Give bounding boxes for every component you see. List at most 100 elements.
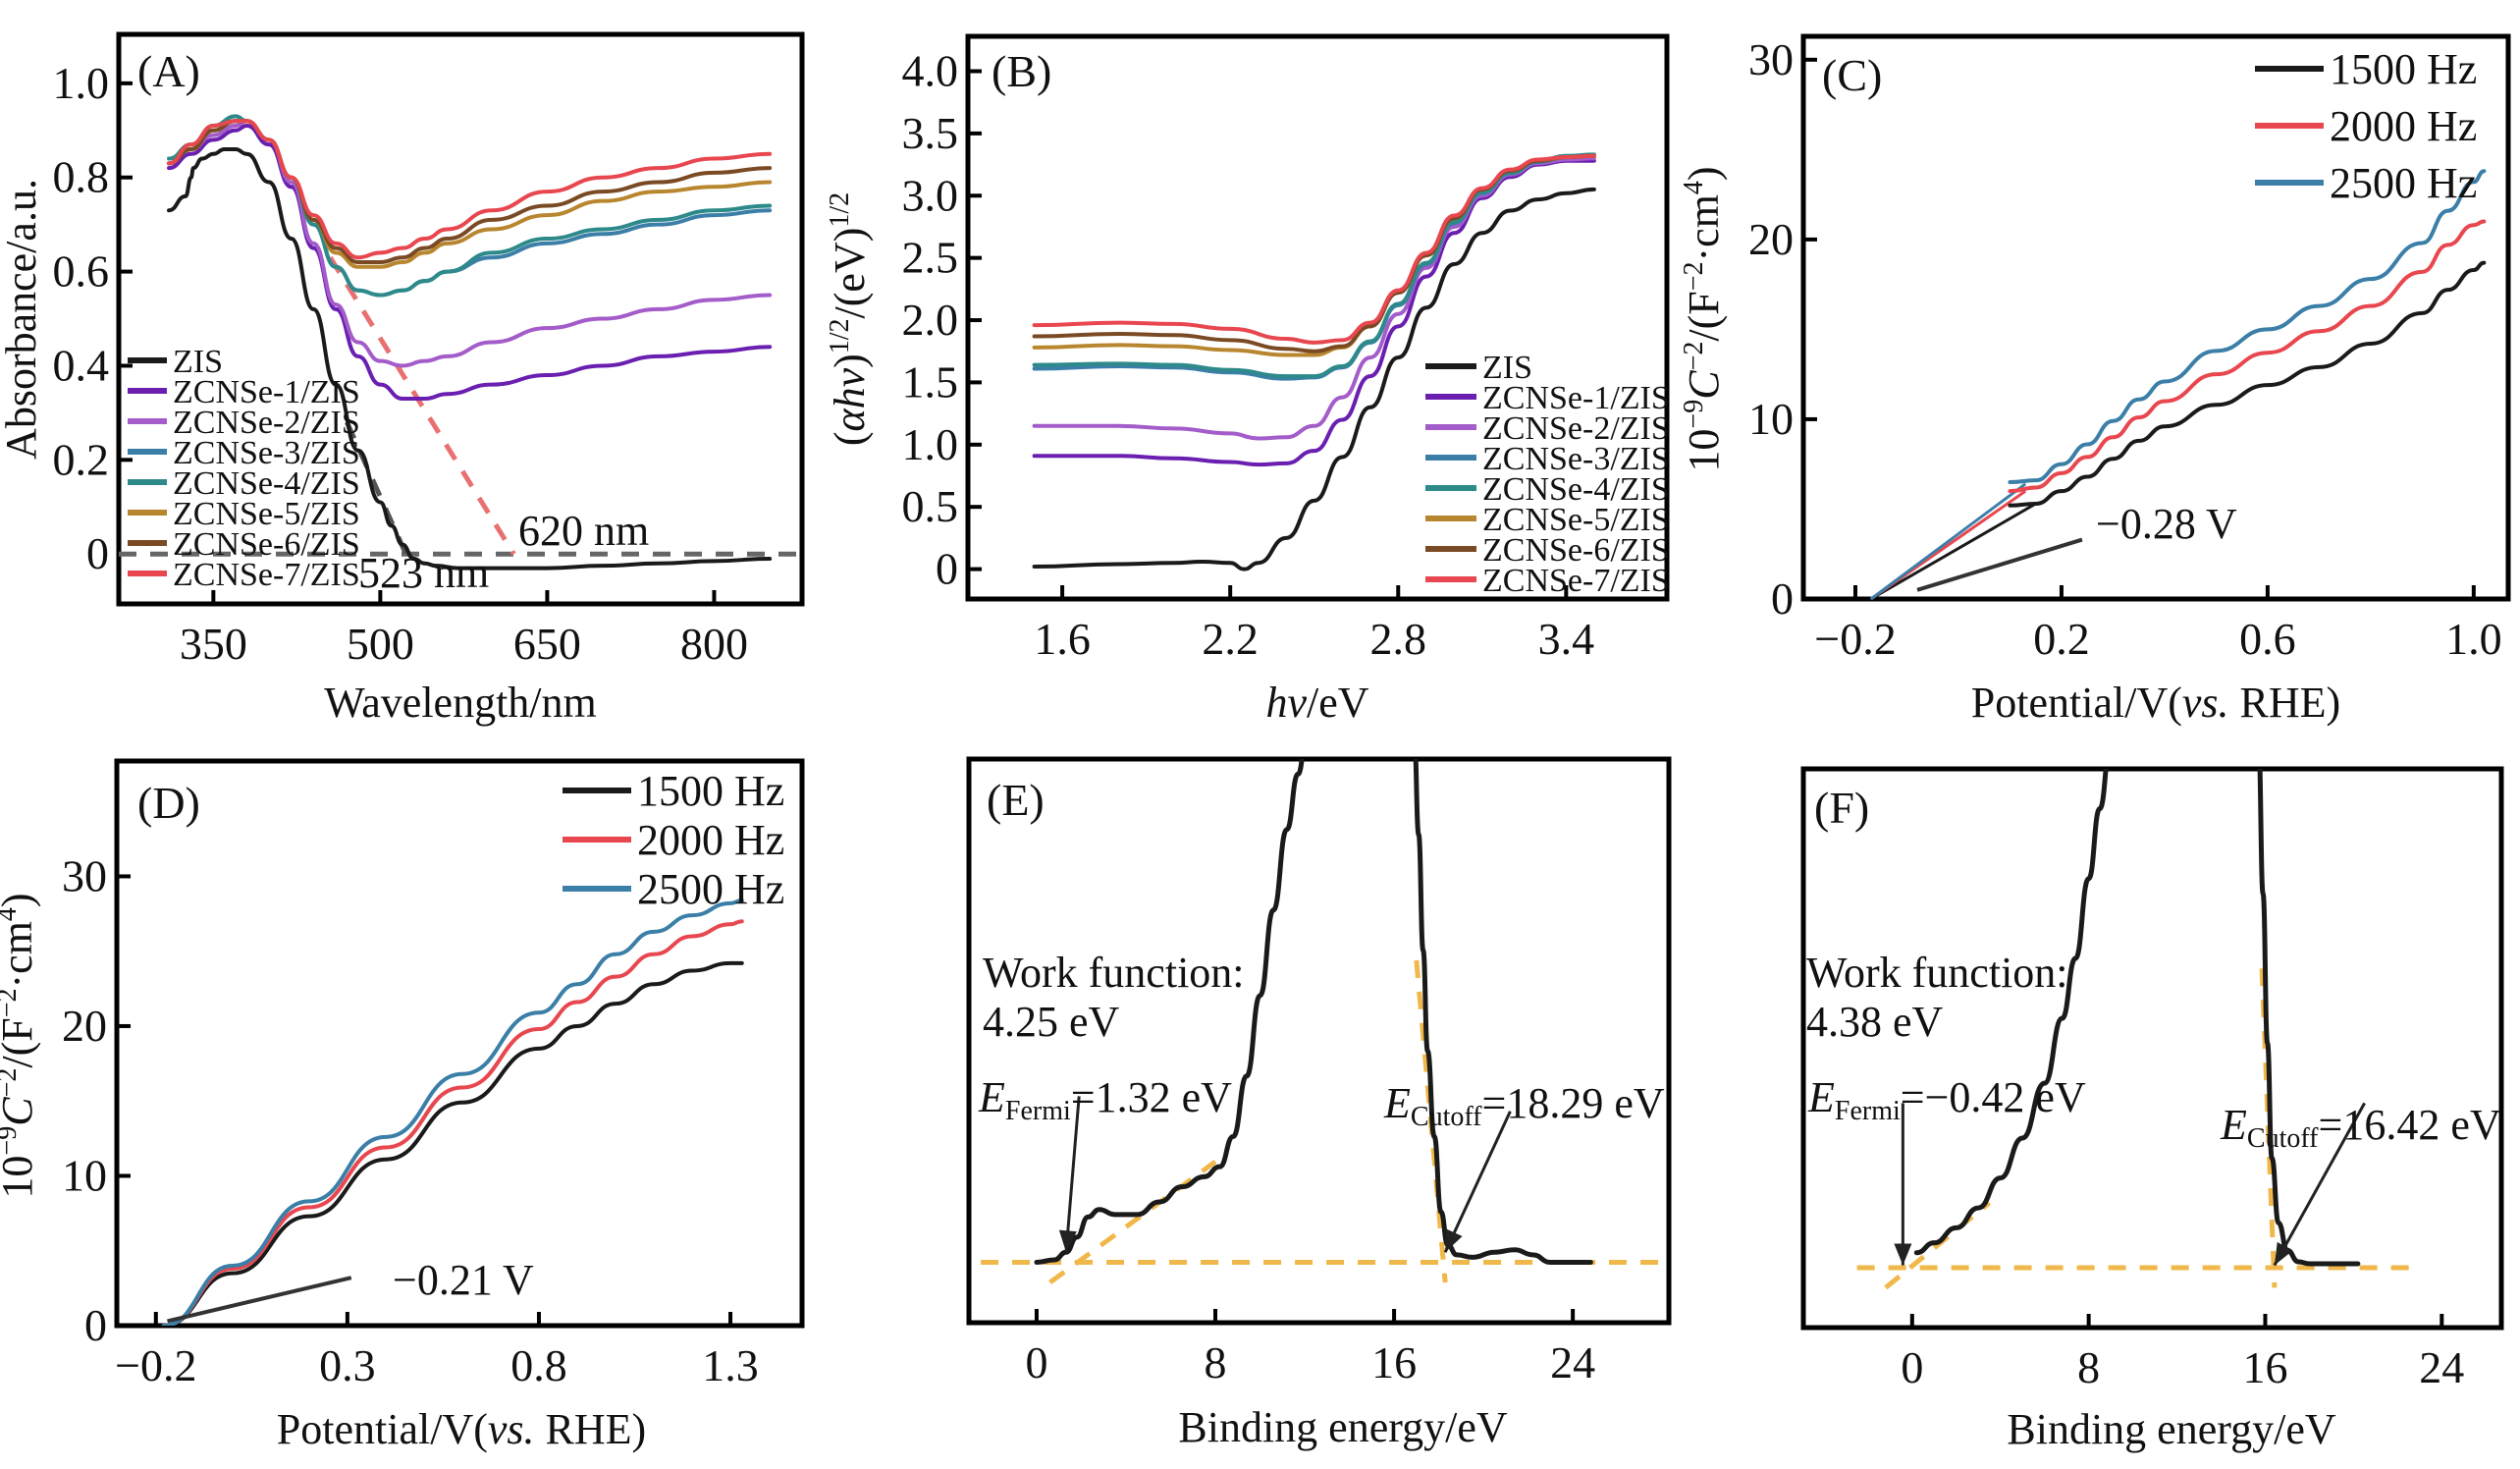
panel-c-ylabel-sup1: −9 bbox=[1679, 400, 1709, 429]
panel-f-series-0 bbox=[1913, 769, 2109, 1256]
panel-d-legend-label: 1500 Hz bbox=[637, 767, 784, 815]
panel-c-pointer-line bbox=[1916, 537, 2083, 592]
panel-f-fermi-tangent-line bbox=[1884, 1201, 1992, 1290]
panel-c-ytick-label: 10 bbox=[1748, 394, 1794, 444]
panel-d-xlabel-part2: RHE) bbox=[535, 1405, 647, 1453]
panel-b-legend-label: ZCNSe-6/ZIS bbox=[1482, 532, 1670, 569]
panel-a-series-1 bbox=[167, 123, 773, 402]
panel-c-ylabel-sup3: −2 bbox=[1679, 261, 1709, 291]
panel-c-legend-label: 1500 Hz bbox=[2330, 45, 2477, 93]
panel-f-arrowhead-1 bbox=[2274, 1241, 2293, 1266]
panel-a-annotation-620nm: 620 nm bbox=[518, 507, 649, 555]
panel-c-xtick-label: 1.0 bbox=[2445, 614, 2502, 664]
panel-a-legend-label: ZIS bbox=[173, 344, 223, 380]
panel-b-series-5 bbox=[1032, 153, 1596, 357]
panel-b-legend-label: ZCNSe-2/ZIS bbox=[1482, 410, 1670, 447]
panel-d-ylabel: 10−9C−2/(F−2·cm4) bbox=[0, 893, 41, 1198]
panel-d-pointer-line bbox=[167, 1276, 352, 1324]
panel-f-fermi-annotation: EFermi=−0.42 eV bbox=[1807, 1073, 2086, 1126]
panel-e-xlabel: Binding energy/eV bbox=[1178, 1403, 1507, 1451]
panel-d-xtick-label: 0.8 bbox=[510, 1340, 567, 1390]
panel-b-ylabel-sup2: 1/2 bbox=[825, 192, 855, 228]
panel-e-fermi-annotation: EFermi=1.32 eV bbox=[978, 1073, 1232, 1126]
panel-b-xtick-label: 2.2 bbox=[1202, 614, 1259, 664]
panel-b-ticks: 1.6 2.2 2.8 3.4 0 0.5 1.0 1.5 2.0 2.5 3.0 3.5 4.0 bbox=[902, 45, 1595, 664]
panel-f-cutoff-value: =16.42 eV bbox=[2319, 1101, 2501, 1149]
panel-c-xtick-label: 0.2 bbox=[2033, 614, 2090, 664]
panel-c-label: (C) bbox=[1822, 50, 1882, 100]
panel-a-series-5 bbox=[167, 119, 773, 269]
panel-c-ticks: −0.2 0.2 0.6 1.0 0 10 20 30 bbox=[1748, 34, 2502, 664]
panel-b-legend-label: ZCNSe-1/ZIS bbox=[1482, 380, 1670, 416]
panel-c-legend: 1500 Hz 2000 Hz 2500 Hz bbox=[2255, 45, 2477, 207]
panel-f-xtick-label: 0 bbox=[1901, 1342, 1923, 1392]
panel-f-fermi-sub: Fermi bbox=[1835, 1096, 1901, 1126]
panel-d-xlabel-italic: vs. bbox=[488, 1405, 535, 1453]
panel-c-legend-label: 2500 Hz bbox=[2330, 159, 2477, 207]
panel-a-xtick-label: 800 bbox=[680, 619, 748, 669]
panel-b-series-0 bbox=[1032, 187, 1596, 571]
panel-a-legend-label: ZCNSe-7/ZIS bbox=[173, 557, 360, 593]
panel-d-legend-label: 2000 Hz bbox=[637, 816, 784, 864]
panel-b-ylabel: (αhv)1/2/(eV)1/2 bbox=[825, 192, 874, 446]
panel-c-ylabel-part3: ·cm bbox=[1680, 194, 1728, 261]
panel-a-tangent-ZIS-line bbox=[345, 420, 408, 556]
panel-a-xtick-label: 500 bbox=[347, 619, 414, 669]
panel-c-xlabel-italic: vs. bbox=[2182, 679, 2229, 727]
panel-a-annotation-523nm: 523 nm bbox=[358, 549, 489, 597]
panel-c-xtick-label: −0.2 bbox=[1814, 614, 1896, 664]
panel-a-ytick-label: 0 bbox=[86, 528, 109, 578]
panel-e-frame bbox=[966, 756, 1672, 1326]
panel-a-legend-label: ZCNSe-4/ZIS bbox=[173, 465, 360, 502]
panel-b-xlabel-unit: /eV bbox=[1307, 679, 1369, 727]
panel-c-ytick-label: 0 bbox=[1771, 573, 1794, 624]
panel-d: −0.2 0.3 0.8 1.3 0 10 20 30 (D) −0.21 V Potenti… bbox=[0, 758, 805, 1453]
panel-f-xtick-label: 16 bbox=[2242, 1342, 2287, 1392]
panel-c-xlabel-part2: RHE) bbox=[2229, 679, 2341, 727]
panel-a-ytick-label: 0.4 bbox=[53, 340, 110, 390]
panel-b-legend-label: ZCNSe-3/ZIS bbox=[1482, 441, 1670, 477]
panel-a-series-2 bbox=[167, 119, 773, 368]
panel-d-ytick-label: 10 bbox=[62, 1150, 107, 1200]
panel-a-xtick-label: 650 bbox=[513, 619, 581, 669]
panel-b-ytick-label: 3.0 bbox=[902, 170, 959, 220]
panel-e-xtick-label: 16 bbox=[1371, 1337, 1417, 1387]
panel-b-legend-label: ZIS bbox=[1482, 350, 1532, 386]
panel-a: 350 500 650 800 0 0.2 0.4 0.6 0.8 1.0 (A) Wavelen… bbox=[0, 31, 805, 727]
panel-b-xlabel-italic: hv bbox=[1265, 679, 1307, 727]
panel-b-ytick-label: 1.0 bbox=[902, 419, 959, 469]
panel-e-fermi-E: E bbox=[978, 1073, 1005, 1121]
panel-b-legend-label: ZCNSe-7/ZIS bbox=[1482, 563, 1670, 599]
panel-d-ticks: −0.2 0.3 0.8 1.3 0 10 20 30 bbox=[62, 850, 759, 1390]
panel-f-arrows bbox=[1894, 1102, 2366, 1267]
panel-a-ytick-label: 0.6 bbox=[53, 246, 110, 297]
panel-d-ylabel-sup4: 4 bbox=[0, 907, 23, 921]
panel-e-arrow-1 bbox=[1443, 1111, 1512, 1253]
panel-d-ylabel-part2: /(F bbox=[0, 1017, 41, 1067]
panel-a-frame bbox=[116, 31, 805, 607]
panel-b-ytick-label: 0 bbox=[936, 544, 958, 594]
panel-d-xtick-label: 0.3 bbox=[319, 1340, 376, 1390]
panel-c: −0.2 0.2 0.6 1.0 0 10 20 30 (C) −0.28 V Potenti… bbox=[1679, 33, 2511, 727]
panel-d-label: (D) bbox=[137, 778, 200, 828]
panel-a-series bbox=[167, 114, 773, 571]
panel-f-ticks: 0 8 16 24 bbox=[1901, 1314, 2464, 1392]
panel-f-series-1 bbox=[2257, 769, 2361, 1267]
panel-b-series-1 bbox=[1032, 158, 1596, 467]
panel-b-ylabel-italic: αhv bbox=[826, 367, 874, 431]
panel-e-fermi-tangent-line bbox=[1048, 1159, 1217, 1285]
panel-a-legend: ZISZCNSe-1/ZISZCNSe-2/ZISZCNSe-3/ZISZCNS… bbox=[128, 344, 360, 593]
panel-b-frame bbox=[965, 33, 1670, 602]
panel-f-fermi-value: =−0.42 eV bbox=[1901, 1073, 2086, 1121]
panel-a-label: (A) bbox=[137, 46, 200, 96]
panel-f-frame bbox=[1800, 766, 2504, 1331]
panel-d-series-1 bbox=[161, 919, 744, 1326]
panel-c-xtick-label: 0.6 bbox=[2239, 614, 2296, 664]
panel-d-xlabel: Potential/V(vs. RHE) bbox=[277, 1405, 646, 1453]
panel-d-ylabel-sup2: −2 bbox=[0, 1068, 23, 1098]
panel-b-xtick-label: 2.8 bbox=[1370, 614, 1427, 664]
panel-f-xlabel: Binding energy/eV bbox=[2007, 1405, 2335, 1453]
panel-a-series-3 bbox=[167, 119, 773, 298]
